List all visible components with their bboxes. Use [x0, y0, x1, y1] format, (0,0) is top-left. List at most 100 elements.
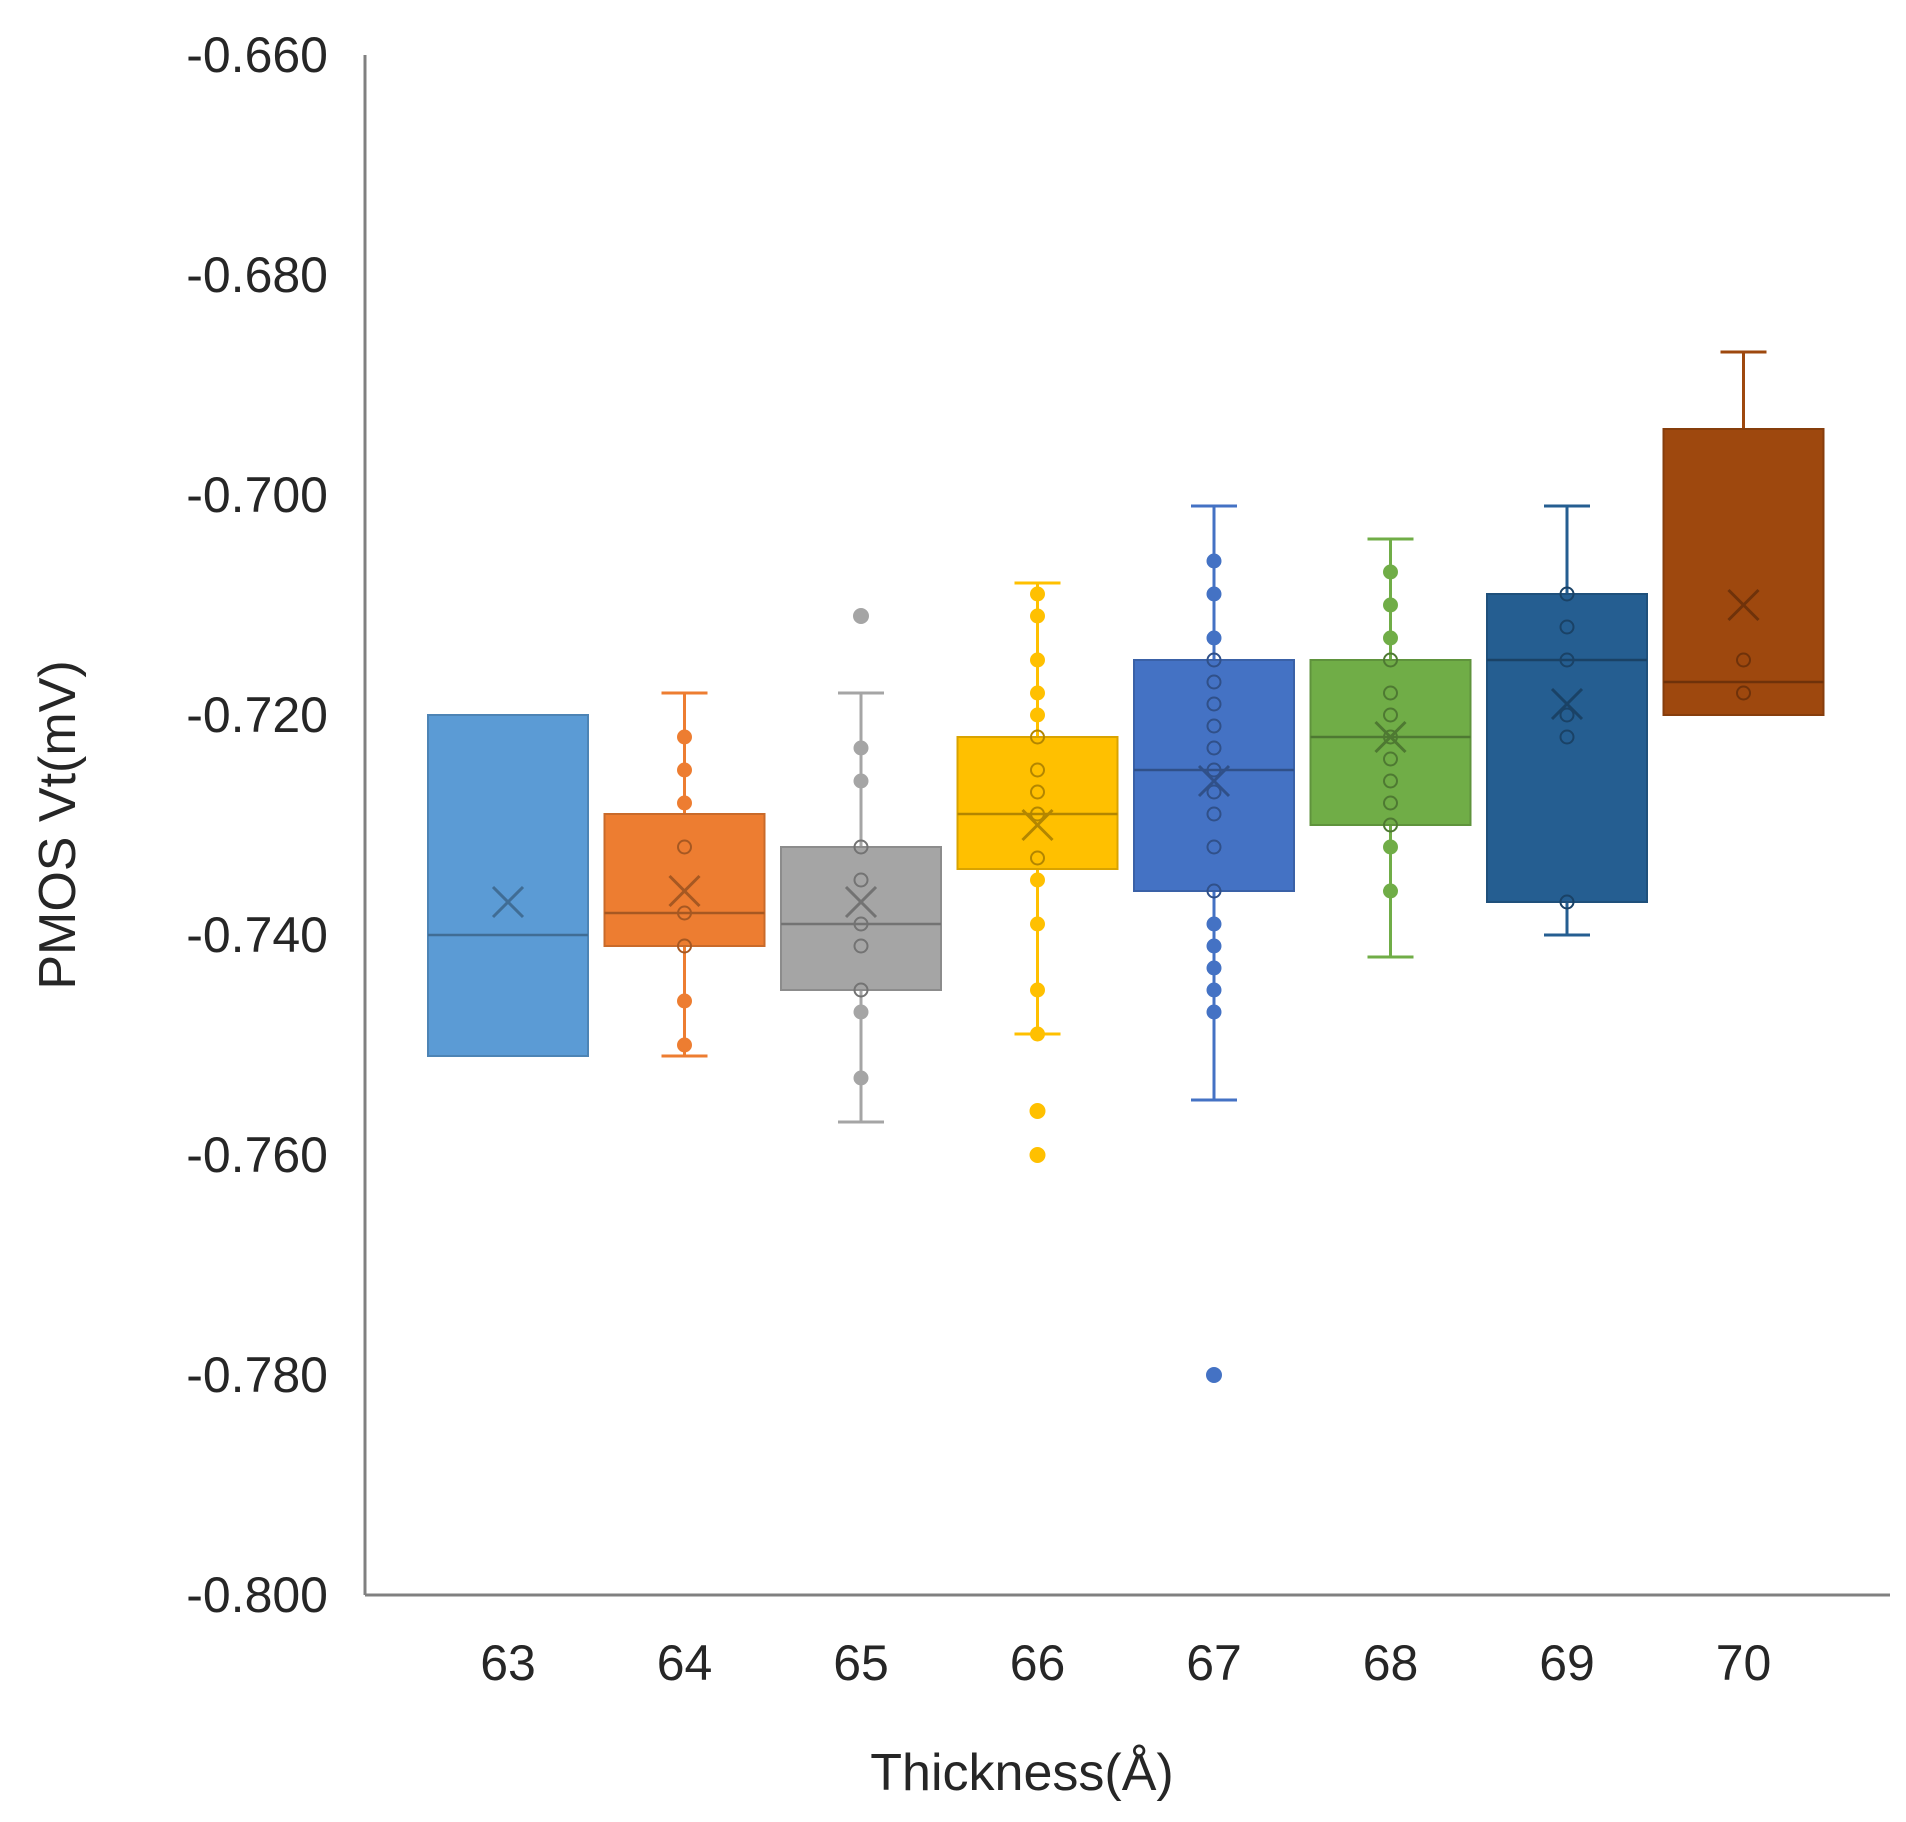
data-point	[1206, 982, 1222, 998]
y-tick-label: -0.760	[186, 1127, 328, 1183]
data-point	[677, 1037, 692, 1053]
data-point	[1030, 685, 1045, 701]
box-series	[427, 350, 1825, 1383]
data-point	[1030, 916, 1045, 932]
y-tick-label: -0.720	[186, 687, 328, 743]
mean-marker	[1727, 588, 1760, 622]
data-point	[853, 839, 869, 855]
mean-marker	[1374, 720, 1407, 754]
axes	[363, 55, 1890, 1597]
data-point	[1030, 608, 1045, 624]
data-point	[1030, 982, 1045, 998]
data-point	[1030, 806, 1045, 822]
data-point	[1206, 916, 1222, 932]
data-point	[1206, 806, 1222, 822]
x-tick-label: 67	[1186, 1635, 1242, 1691]
mean-marker	[844, 885, 878, 919]
data-point	[1206, 839, 1222, 855]
mean-marker-stroke	[1374, 720, 1407, 754]
box-group-65	[780, 608, 942, 1124]
data-point	[1206, 960, 1222, 976]
data-point	[1206, 883, 1222, 899]
data-point	[1559, 652, 1575, 668]
y-tick-label: -0.780	[186, 1347, 328, 1403]
data-point	[1030, 1026, 1045, 1042]
data-point	[1206, 586, 1222, 602]
data-point	[1206, 938, 1222, 954]
data-point	[1206, 740, 1222, 756]
mean-marker	[1550, 687, 1584, 721]
box-group-66	[956, 581, 1119, 1163]
data-point	[853, 773, 869, 789]
data-point	[853, 872, 869, 888]
data-point	[1030, 586, 1045, 602]
data-point	[853, 740, 869, 756]
x-tick-label: 63	[480, 1635, 536, 1691]
outlier-point	[853, 608, 869, 624]
x-tick-label: 68	[1363, 1635, 1419, 1691]
data-point	[1030, 784, 1045, 800]
data-point	[1206, 630, 1222, 646]
x-axis-title: Thickness(Å)	[870, 1744, 1173, 1802]
y-tick-label: -0.660	[186, 27, 328, 83]
data-point	[1383, 729, 1398, 745]
mean-marker-stroke	[1021, 808, 1054, 842]
data-point	[1206, 674, 1222, 690]
y-tick-labels: -0.660 -0.680 -0.700 -0.720 -0.740 -0.760 -0.7…	[186, 27, 328, 1623]
mean-marker-stroke	[668, 874, 701, 908]
data-point	[677, 795, 692, 811]
y-axis-title: PMOS Vt(mV)	[29, 660, 87, 989]
data-point	[1030, 872, 1045, 888]
box-group-64	[603, 691, 766, 1058]
data-point	[677, 938, 692, 954]
box-body	[1486, 593, 1648, 903]
data-point	[853, 916, 869, 932]
y-tick-label: -0.740	[186, 907, 328, 963]
box-group-63	[427, 714, 589, 1057]
data-point	[1736, 652, 1751, 668]
box-group-67	[1133, 504, 1295, 1383]
data-point	[853, 982, 869, 998]
data-point	[1383, 817, 1398, 833]
data-point	[1383, 652, 1398, 668]
data-point	[1206, 696, 1222, 712]
data-point	[853, 938, 869, 954]
box-group-69	[1486, 504, 1648, 937]
data-point	[1206, 784, 1222, 800]
outlier-point	[1029, 1147, 1046, 1163]
data-point	[677, 729, 692, 745]
box-body	[1662, 428, 1825, 716]
data-point	[1559, 729, 1575, 745]
data-point	[1030, 850, 1045, 866]
mean-marker	[1021, 808, 1054, 842]
x-tick-labels: 63 64 65 66 67 68 69 70	[480, 1635, 1771, 1691]
data-point	[1206, 1004, 1222, 1020]
data-point	[1559, 894, 1575, 910]
data-point	[1559, 707, 1575, 723]
x-tick-label: 64	[657, 1635, 713, 1691]
data-point	[1383, 564, 1398, 580]
x-tick-label: 69	[1539, 1635, 1595, 1691]
mean-marker	[1197, 764, 1231, 798]
x-tick-label: 66	[1010, 1635, 1066, 1691]
data-point	[677, 762, 692, 778]
data-point	[1736, 685, 1751, 701]
data-point	[1383, 597, 1398, 613]
data-point	[677, 905, 692, 921]
data-point	[1559, 586, 1575, 602]
mean-marker-stroke	[1550, 687, 1584, 721]
mean-marker-stroke	[491, 885, 525, 919]
y-tick-label: -0.700	[186, 467, 328, 523]
data-point	[1030, 729, 1045, 745]
data-point	[1383, 773, 1398, 789]
data-point	[1383, 685, 1398, 701]
data-point	[1030, 652, 1045, 668]
outlier-point	[1206, 1367, 1222, 1383]
mean-marker-stroke	[1727, 588, 1760, 622]
data-point	[1383, 630, 1398, 646]
y-tick-label: -0.680	[186, 247, 328, 303]
data-point	[1383, 883, 1398, 899]
data-point	[1383, 795, 1398, 811]
